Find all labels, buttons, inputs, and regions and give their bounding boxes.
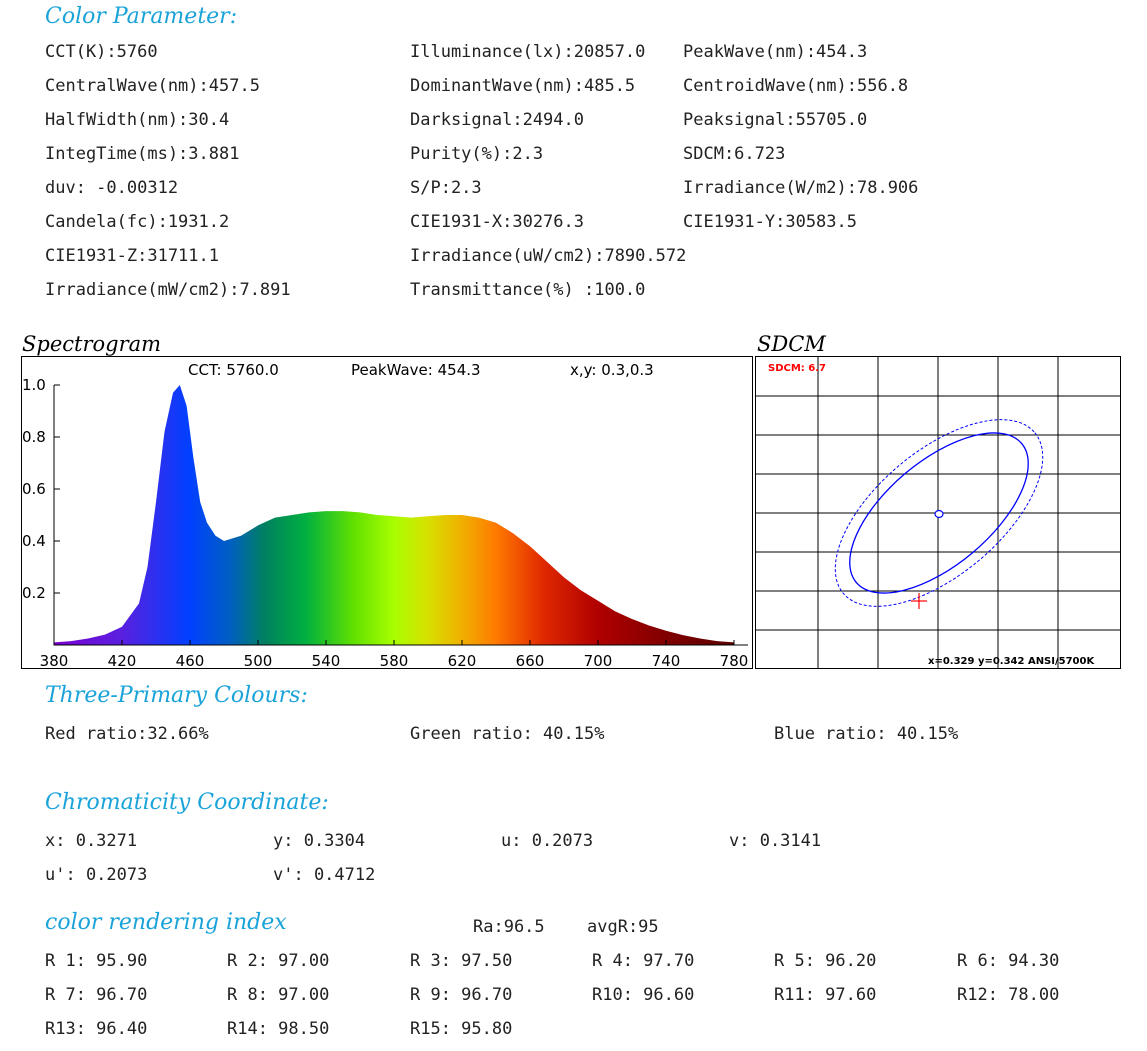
- color-param-value: Irradiance(mW/cm2):7.891: [45, 280, 291, 300]
- x-tick-label: 580: [380, 652, 409, 668]
- cri-avgr: avgR:95: [587, 917, 659, 937]
- cri-item: R 8: 97.00: [227, 985, 330, 1005]
- sdcm-footer: x=0.329 y=0.342 ANSI/5700K: [928, 656, 1095, 667]
- color-param-value: CIE1931-Z:31711.1: [45, 246, 219, 266]
- cri-item: R10: 96.60: [592, 985, 695, 1005]
- spectrogram-cct-label: CCT: 5760.0: [188, 361, 279, 379]
- color-param-value: CIE1931-X:30276.3: [410, 212, 584, 232]
- y-tick-label: 0.6: [22, 480, 46, 498]
- color-param-value: PeakWave(nm):454.3: [683, 42, 868, 62]
- cri-item: R12: 78.00: [957, 985, 1060, 1005]
- cri-item: R15: 95.80: [410, 1019, 513, 1039]
- y-tick-label: 0.4: [22, 532, 46, 550]
- sdcm-title: SDCM: [757, 332, 826, 356]
- color-param-value: Darksignal:2494.0: [410, 110, 584, 130]
- color-param-value: Purity(%):2.3: [410, 144, 544, 164]
- color-param-value: duv: -0.00312: [45, 178, 179, 198]
- three-primary-title: Three-Primary Colours:: [45, 683, 308, 708]
- color-param-value: Candela(fc):1931.2: [45, 212, 230, 232]
- spectrogram-chart: 1.0 0.8 0.6 0.4 0.2 380 420 460 500 540 580 620 660 7…: [22, 361, 749, 670]
- cri-item: R14: 98.50: [227, 1019, 330, 1039]
- spectrogram-xy-label: x,y: 0.3,0.3: [570, 361, 654, 379]
- color-param-value: Peaksignal:55705.0: [683, 110, 868, 130]
- spectrogram-panel: 1.0 0.8 0.6 0.4 0.2 380 420 460 500 540 580 620 660 7…: [21, 356, 753, 670]
- cri-item: R 9: 96.70: [410, 985, 513, 1005]
- x-tick-label: 780: [720, 652, 749, 668]
- sdcm-cross-marker: [911, 593, 927, 609]
- color-param-value: CCT(K):5760: [45, 42, 158, 62]
- cri-item: R 3: 97.50: [410, 951, 513, 971]
- cri-item: R 1: 95.90: [45, 951, 148, 971]
- chroma-u: u: 0.2073: [501, 831, 594, 851]
- cri-item: R 6: 94.30: [957, 951, 1060, 971]
- green-ratio: Green ratio: 40.15%: [410, 724, 605, 744]
- cri-item: R 2: 97.00: [227, 951, 330, 971]
- x-tick-label: 700: [584, 652, 613, 668]
- sdcm-value-label: SDCM: 6.7: [768, 363, 826, 374]
- color-param-value: Illuminance(lx):20857.0: [410, 42, 646, 62]
- red-ratio: Red ratio:32.66%: [45, 724, 209, 744]
- color-param-value: Irradiance(W/m2):78.906: [683, 178, 919, 198]
- cri-item: R 7: 96.70: [45, 985, 148, 1005]
- sdcm-panel: SDCM: 6.7 x=0.329 y=0.342 ANSI/5700K: [755, 356, 1121, 669]
- color-param-value: HalfWidth(nm):30.4: [45, 110, 230, 130]
- x-tick-label: 500: [244, 652, 273, 668]
- color-param-value: DominantWave(nm):485.5: [410, 76, 636, 96]
- chroma-v-prime: v': 0.4712: [273, 865, 376, 885]
- cri-item: R11: 97.60: [774, 985, 877, 1005]
- sdcm-inner-ellipse: [849, 432, 1029, 594]
- sdcm-chart: SDCM: 6.7 x=0.329 y=0.342 ANSI/5700K: [756, 357, 1120, 668]
- cri-item: R 5: 96.20: [774, 951, 877, 971]
- blue-ratio: Blue ratio: 40.15%: [774, 724, 959, 744]
- chroma-x: x: 0.3271: [45, 831, 138, 851]
- color-param-value: CentralWave(nm):457.5: [45, 76, 260, 96]
- chromaticity-title: Chromaticity Coordinate:: [45, 790, 329, 815]
- x-tick-label: 660: [516, 652, 545, 668]
- color-param-value: SDCM:6.723: [683, 144, 786, 164]
- y-tick-label: 1.0: [22, 376, 46, 394]
- sdcm-outer-ellipse: [834, 419, 1044, 607]
- y-tick-label: 0.8: [22, 428, 46, 446]
- spectrum-area: [54, 385, 734, 645]
- x-tick-label: 540: [312, 652, 341, 668]
- cri-item: R13: 96.40: [45, 1019, 148, 1039]
- color-param-value: S/P:2.3: [410, 178, 482, 198]
- chroma-v: v: 0.3141: [729, 831, 822, 851]
- sdcm-center-marker: [934, 509, 944, 519]
- x-tick-label: 620: [448, 652, 477, 668]
- x-tick-label: 420: [108, 652, 137, 668]
- x-tick-label: 460: [176, 652, 205, 668]
- x-tick-label: 380: [40, 652, 69, 668]
- cri-ra: Ra:96.5: [473, 917, 545, 937]
- chroma-u-prime: u': 0.2073: [45, 865, 148, 885]
- spectrogram-title: Spectrogram: [22, 332, 162, 356]
- color-param-value: Irradiance(uW/cm2):7890.572: [410, 246, 687, 266]
- x-tick-label: 740: [652, 652, 681, 668]
- spectrogram-peak-label: PeakWave: 454.3: [351, 361, 481, 379]
- color-param-value: CentroidWave(nm):556.8: [683, 76, 909, 96]
- color-param-value: IntegTime(ms):3.881: [45, 144, 240, 164]
- y-tick-label: 0.2: [22, 584, 46, 602]
- color-parameter-title: Color Parameter:: [45, 4, 238, 29]
- color-param-value: CIE1931-Y:30583.5: [683, 212, 857, 232]
- chroma-y: y: 0.3304: [273, 831, 366, 851]
- cri-title: color rendering index: [45, 910, 287, 935]
- color-param-value: Transmittance(%) :100.0: [410, 280, 646, 300]
- cri-item: R 4: 97.70: [592, 951, 695, 971]
